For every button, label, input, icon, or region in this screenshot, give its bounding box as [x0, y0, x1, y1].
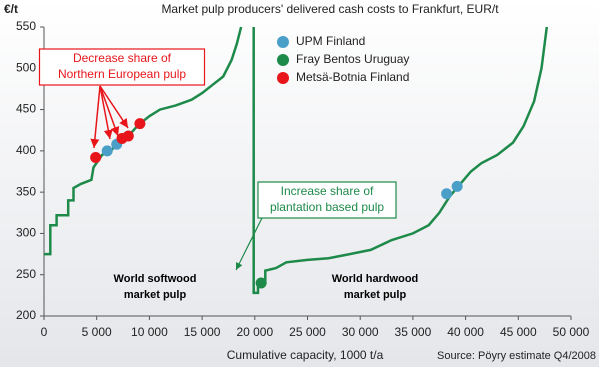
legend-label: UPM Finland: [296, 34, 365, 48]
data-point: [255, 277, 267, 289]
annotation-text: plantation based pulp: [270, 200, 384, 214]
y-axis-label: €/t: [4, 2, 18, 16]
data-point: [441, 188, 453, 200]
data-point: [101, 145, 113, 157]
legend-label: Metsä-Botnia Finland: [296, 70, 409, 84]
x-tick-label: 20 000: [236, 325, 273, 339]
annotation-arrow: [90, 85, 101, 149]
annotation-text: market pulp: [124, 289, 187, 301]
data-point: [122, 130, 134, 142]
data-point: [134, 118, 146, 130]
x-tick-label: 35 000: [395, 325, 432, 339]
annotation-box: [38, 48, 206, 86]
annotation-text: World hardwood: [332, 273, 419, 285]
x-tick-label: 25 000: [289, 325, 326, 339]
annotation-text: Decrease share of: [73, 51, 172, 65]
x-tick-label: 40 000: [447, 325, 484, 339]
y-tick-label: 300: [16, 226, 36, 240]
annotation-box: [257, 181, 397, 219]
y-tick-label: 500: [16, 60, 36, 74]
x-tick-label: 0: [41, 325, 48, 339]
y-tick-label: 200: [16, 308, 36, 322]
y-tick-label: 450: [16, 102, 36, 116]
legend-marker: [277, 72, 289, 84]
y-tick-label: 350: [16, 184, 36, 198]
annotation-arrow: [235, 217, 263, 271]
annotation-arrow: [99, 85, 113, 140]
y-tick-label: 400: [16, 143, 36, 157]
data-point: [90, 151, 102, 163]
y-tick-label: 550: [16, 19, 36, 33]
x-tick-label: 50 000: [553, 325, 590, 339]
annotation-text: World softwood: [114, 273, 197, 285]
y-tick-label: 250: [16, 267, 36, 281]
legend-label: Fray Bentos Uruguay: [296, 52, 409, 66]
legend-marker: [277, 54, 289, 66]
annotation-text: market pulp: [344, 289, 407, 301]
data-point: [451, 180, 463, 192]
annotation-text: Increase share of: [281, 184, 374, 198]
annotation-arrow: [99, 85, 129, 129]
legend-marker: [277, 36, 289, 48]
annotation-arrow: [99, 85, 120, 137]
source: Source: Pöyry estimate Q4/2008: [437, 350, 596, 362]
annotation-text: Northern European pulp: [58, 67, 186, 81]
x-tick-label: 30 000: [342, 325, 379, 339]
x-axis-label: Cumulative capacity, 1000 t/a: [227, 348, 384, 362]
chart-title: Market pulp producers' delivered cash co…: [161, 2, 499, 16]
x-tick-label: 15 000: [184, 325, 221, 339]
x-tick-label: 5 000: [82, 325, 112, 339]
x-tick-label: 10 000: [131, 325, 168, 339]
x-tick-label: 45 000: [500, 325, 537, 339]
